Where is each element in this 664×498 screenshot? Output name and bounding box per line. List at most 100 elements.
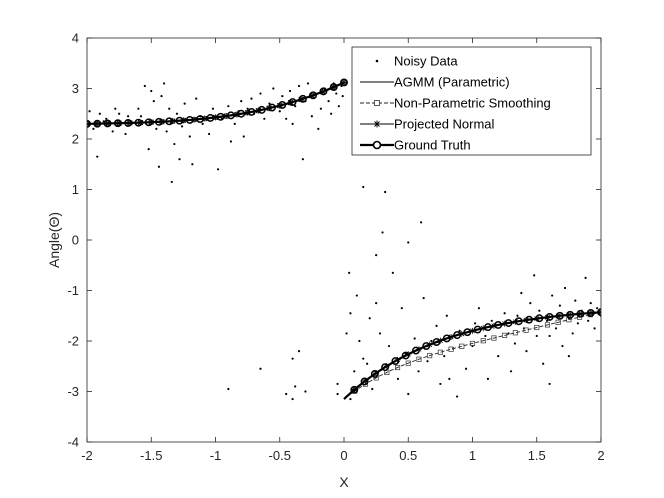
y-tick-label: 3 — [72, 81, 79, 96]
noisy-data-point — [211, 107, 215, 110]
noisy-data-point — [366, 362, 369, 365]
noisy-data-point — [375, 302, 378, 305]
noisy-data-point — [201, 122, 204, 125]
noisy-data-point — [435, 324, 438, 327]
ground-truth-marker — [237, 109, 246, 118]
non-parametric-marker — [491, 335, 497, 341]
noisy-data-point — [147, 148, 150, 151]
legend-label: Ground Truth — [394, 138, 471, 153]
noisy-data-point — [355, 294, 358, 297]
noisy-data-point — [327, 100, 330, 103]
ground-truth-marker — [360, 377, 369, 386]
noisy-data-point — [250, 97, 253, 100]
ground-truth-marker — [381, 363, 390, 372]
ground-truth-marker — [165, 117, 174, 126]
ground-truth-marker — [155, 117, 163, 126]
ground-truth-marker — [576, 309, 585, 318]
noisy-data-point — [304, 390, 307, 393]
noisy-data-point — [358, 339, 361, 343]
noisy-data-point — [173, 142, 176, 146]
noisy-data-point — [535, 334, 538, 338]
noisy-data-point — [319, 107, 322, 110]
noisy-data-point — [477, 307, 481, 310]
noisy-data-point — [216, 168, 220, 171]
noisy-data-point — [291, 357, 294, 360]
non-parametric-marker — [480, 338, 486, 344]
y-tick-label: -2 — [67, 334, 79, 349]
noisy-data-point — [191, 163, 194, 166]
ground-truth-marker — [288, 98, 297, 106]
ground-truth-marker — [124, 119, 133, 127]
noisy-data-point — [439, 382, 442, 386]
noisy-data-point — [458, 329, 461, 332]
non-parametric-marker — [416, 356, 422, 362]
noisy-data-point — [548, 334, 551, 338]
noisy-data-point — [341, 94, 344, 98]
noisy-data-point — [105, 117, 108, 120]
noisy-data-point — [420, 221, 423, 224]
noisy-data-point — [490, 319, 493, 322]
noisy-data-point — [278, 110, 281, 113]
noisy-data-point — [362, 185, 365, 189]
noisy-data-point — [291, 122, 294, 125]
noisy-data-point — [127, 115, 130, 118]
noisy-data-point — [497, 355, 500, 358]
noisy-data-point — [227, 105, 230, 108]
noisy-data-point — [471, 344, 474, 348]
legend-label: Projected Normal — [394, 117, 495, 132]
noisy-data-point — [349, 397, 352, 401]
legend-square-marker — [374, 100, 380, 106]
legend-dot-swatch — [375, 59, 379, 63]
noisy-data-point — [259, 92, 262, 95]
noisy-data-point — [378, 332, 382, 335]
noisy-data-point — [375, 254, 378, 257]
ground-truth-marker — [545, 313, 554, 321]
non-parametric-marker — [394, 364, 401, 371]
y-tick-label: -3 — [67, 384, 79, 399]
noisy-data-point — [207, 132, 211, 136]
noisy-data-point — [195, 97, 198, 100]
x-tick-label: 1 — [469, 448, 476, 463]
ground-truth-marker — [535, 314, 544, 323]
noisy-data-point — [157, 165, 161, 168]
y-tick-label: 1 — [72, 182, 79, 197]
ground-truth-marker — [504, 319, 513, 327]
noisy-data-point — [464, 367, 468, 370]
noisy-data-point — [563, 286, 567, 290]
noisy-data-point — [554, 327, 558, 330]
non-parametric-lower-line — [343, 311, 601, 400]
noisy-data-point — [345, 332, 348, 335]
non-parametric-marker — [459, 343, 465, 349]
ground-truth-marker — [103, 119, 112, 128]
noisy-data-point — [571, 332, 574, 335]
noisy-data-point — [589, 302, 592, 305]
non-parametric-marker — [448, 346, 454, 352]
ground-truth-marker — [247, 107, 256, 116]
noisy-data-point — [118, 112, 121, 115]
noisy-data-point — [574, 299, 577, 302]
noisy-data-point — [168, 107, 171, 110]
ground-truth-marker — [432, 338, 441, 346]
noisy-data-point — [400, 307, 403, 310]
ground-truth-marker — [473, 325, 482, 334]
noisy-data-point — [155, 127, 158, 130]
noisy-data-point — [426, 360, 429, 363]
noisy-data-point — [242, 135, 245, 138]
noisy-data-point — [88, 110, 91, 113]
noisy-data-point — [111, 130, 114, 133]
noisy-data-point — [391, 271, 394, 274]
noisy-data-point — [227, 387, 230, 391]
noisy-data-point — [336, 392, 339, 396]
noisy-data-point — [422, 296, 425, 300]
ground-truth-marker — [257, 105, 266, 114]
noisy-data-point — [486, 377, 490, 380]
ground-truth-marker — [412, 346, 420, 355]
noisy-data-point — [137, 107, 140, 110]
ground-truth-marker — [483, 323, 492, 332]
noisy-data-point — [240, 100, 243, 103]
noisy-data-point — [542, 362, 545, 365]
ground-truth-upper-line — [87, 81, 345, 125]
noisy-data-point — [114, 107, 117, 110]
noisy-data-point — [576, 322, 579, 325]
ground-truth-marker — [113, 119, 122, 128]
